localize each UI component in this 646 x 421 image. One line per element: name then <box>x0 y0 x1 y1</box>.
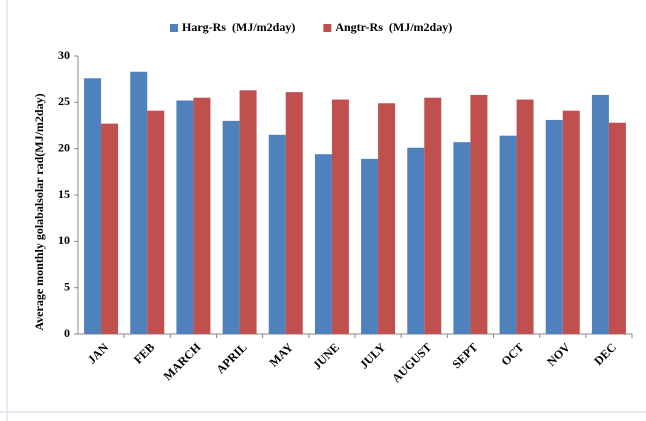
bar <box>516 99 534 334</box>
bar <box>84 78 102 335</box>
y-tick-label: 15 <box>58 187 70 201</box>
y-tick-label: 20 <box>58 140 70 154</box>
bar <box>407 147 425 334</box>
bar <box>314 154 332 334</box>
bar <box>222 120 240 334</box>
bar <box>147 110 165 334</box>
legend-swatch <box>170 24 178 32</box>
y-tick-label: 25 <box>58 94 70 108</box>
bar <box>193 97 211 334</box>
bar <box>331 99 349 334</box>
y-tick-label: 30 <box>58 48 70 62</box>
bar <box>378 103 396 334</box>
legend-swatch <box>323 24 332 32</box>
bar <box>545 119 563 334</box>
legend-label: Harg-Rs (MJ/m2day) <box>182 20 295 34</box>
bar <box>268 134 286 334</box>
legend-label: Angtr-Rs (MJ/m2day) <box>335 20 452 34</box>
bar <box>499 135 517 334</box>
bar <box>239 90 257 334</box>
bar <box>285 92 303 334</box>
bar <box>101 123 119 334</box>
y-tick-label: 10 <box>58 233 70 247</box>
bar <box>591 94 609 334</box>
y-axis-label: Average monthly golabalsolar rad(MJ/m2da… <box>32 93 46 330</box>
bar <box>470 94 488 334</box>
bar <box>424 97 442 334</box>
y-tick-label: 0 <box>64 326 70 340</box>
bar <box>361 158 379 334</box>
bar <box>176 100 194 334</box>
bar <box>562 110 580 334</box>
bar <box>453 142 471 334</box>
bar <box>608 122 626 334</box>
y-tick-label: 5 <box>64 279 70 293</box>
bar <box>130 71 148 335</box>
